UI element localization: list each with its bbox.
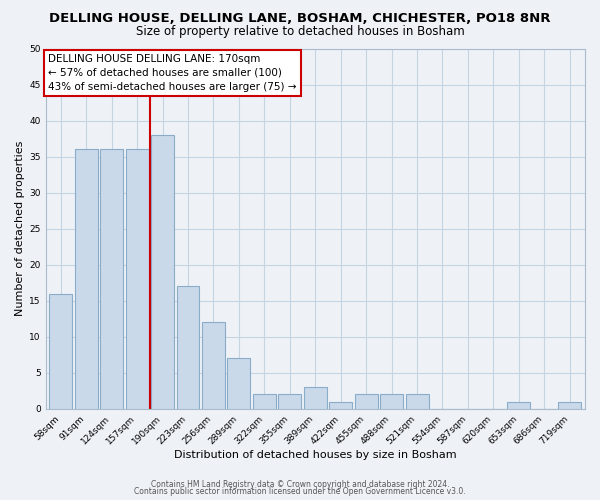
Bar	[75, 150, 98, 409]
Bar	[380, 394, 403, 409]
Bar	[558, 402, 581, 409]
Bar	[100, 150, 123, 409]
Bar	[202, 322, 225, 409]
Bar	[329, 402, 352, 409]
Bar	[278, 394, 301, 409]
Bar	[355, 394, 377, 409]
Bar	[253, 394, 276, 409]
Y-axis label: Number of detached properties: Number of detached properties	[15, 141, 25, 316]
Bar	[125, 150, 149, 409]
Text: Size of property relative to detached houses in Bosham: Size of property relative to detached ho…	[136, 25, 464, 38]
X-axis label: Distribution of detached houses by size in Bosham: Distribution of detached houses by size …	[174, 450, 457, 460]
Bar	[304, 388, 327, 409]
Text: Contains HM Land Registry data © Crown copyright and database right 2024.: Contains HM Land Registry data © Crown c…	[151, 480, 449, 489]
Text: DELLING HOUSE, DELLING LANE, BOSHAM, CHICHESTER, PO18 8NR: DELLING HOUSE, DELLING LANE, BOSHAM, CHI…	[49, 12, 551, 26]
Bar	[406, 394, 428, 409]
Bar	[151, 135, 174, 409]
Bar	[49, 294, 72, 409]
Text: Contains public sector information licensed under the Open Government Licence v3: Contains public sector information licen…	[134, 488, 466, 496]
Bar	[508, 402, 530, 409]
Bar	[176, 286, 199, 409]
Text: DELLING HOUSE DELLING LANE: 170sqm
← 57% of detached houses are smaller (100)
43: DELLING HOUSE DELLING LANE: 170sqm ← 57%…	[48, 54, 297, 92]
Bar	[227, 358, 250, 409]
